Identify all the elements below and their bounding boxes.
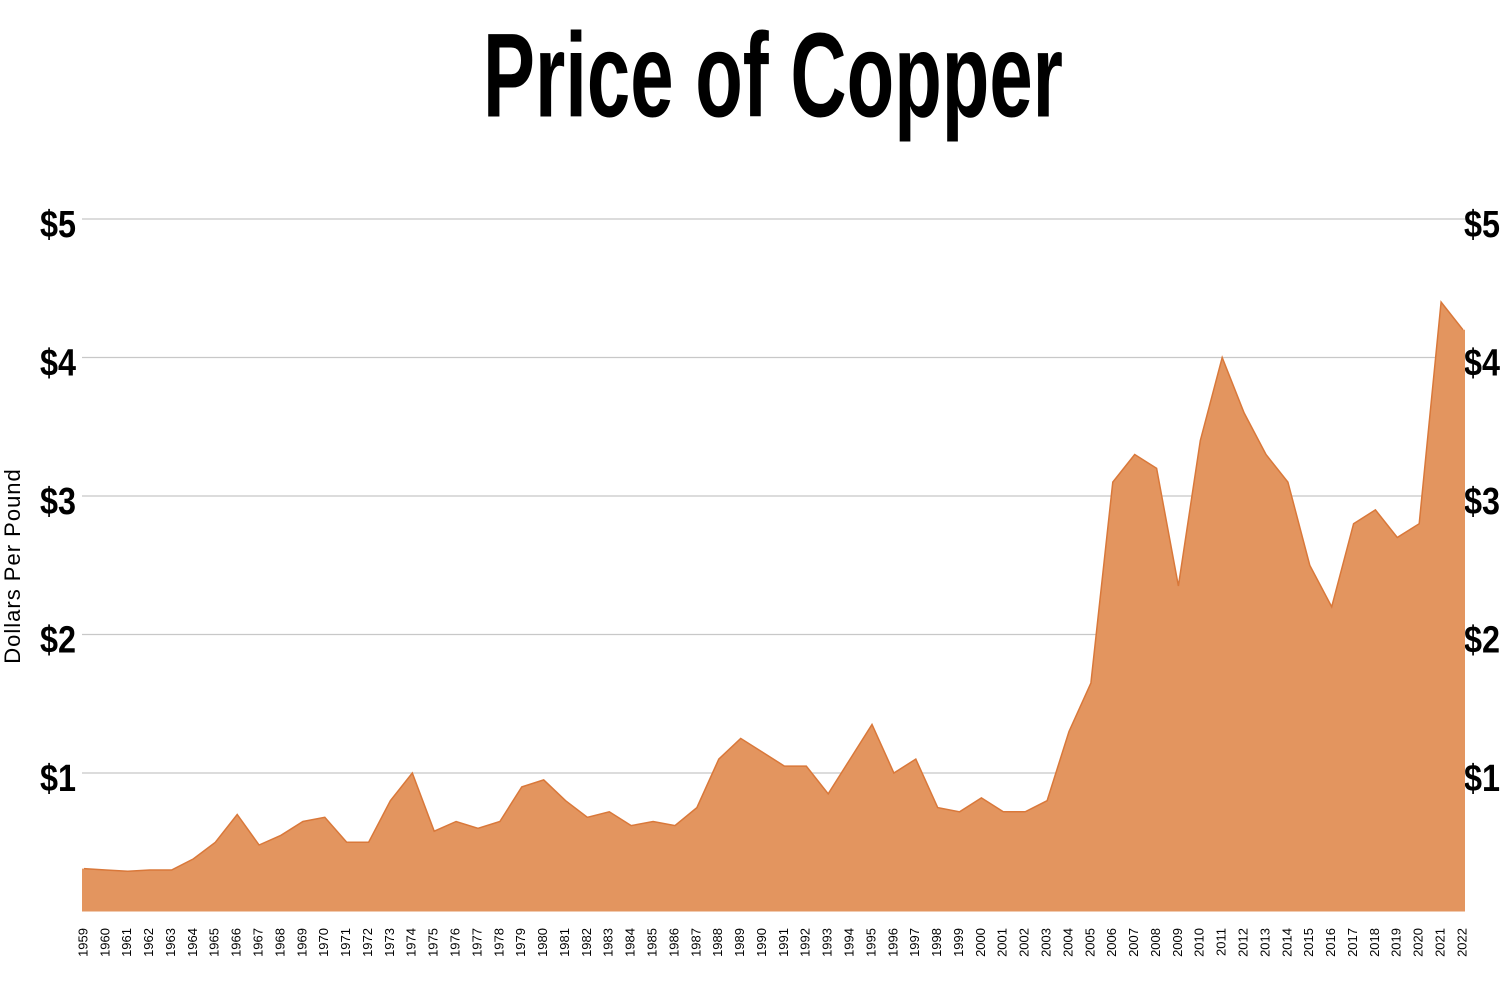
x-tick-label: 2008	[1148, 928, 1163, 957]
x-tick-label: 2001	[995, 928, 1010, 957]
x-tick-label: 2010	[1192, 928, 1207, 957]
x-tick-label: 1975	[426, 928, 441, 957]
x-tick-label: 1994	[842, 928, 857, 957]
y-axis-label: Dollars Per Pound	[0, 468, 25, 664]
area-line	[83, 300, 1464, 873]
x-tick-label: 1995	[863, 928, 878, 957]
y-tick-label: $1	[40, 758, 76, 800]
x-tick-label: 2004	[1060, 928, 1075, 957]
x-tick-label: 1987	[688, 928, 703, 957]
x-tick-label: 2018	[1367, 928, 1382, 957]
x-tick-label: 1977	[469, 928, 484, 957]
x-tick-label: 2021	[1433, 928, 1448, 957]
y-tick-label-right: $3	[1464, 481, 1500, 523]
x-tick-label: 2003	[1039, 928, 1054, 957]
x-tick-label: 2009	[1170, 928, 1185, 957]
x-tick-label: 1964	[185, 928, 200, 957]
x-tick-label: 1986	[666, 928, 681, 957]
x-tick-label: 1980	[535, 928, 550, 957]
x-tick-label: 1971	[338, 928, 353, 957]
y-tick-label: $5	[40, 204, 76, 246]
x-tick-label: 2011	[1214, 928, 1229, 956]
y-tick-label-right: $2	[1464, 620, 1500, 662]
y-tick-label-right: $1	[1464, 758, 1500, 800]
x-tick-label: 2015	[1301, 928, 1316, 957]
x-tick-label: 2000	[973, 928, 988, 957]
x-tick-label: 1978	[491, 928, 506, 957]
x-tick-label: 2020	[1411, 928, 1426, 957]
x-tick-label: 1981	[557, 928, 572, 957]
x-tick-label: 1976	[448, 928, 463, 957]
y-tick-label-right: $4	[1464, 343, 1500, 385]
x-tick-label: 1969	[294, 928, 309, 957]
y-tick-label: $2	[40, 620, 76, 662]
x-tick-label: 1959	[75, 928, 90, 957]
x-tick-label: 1985	[645, 928, 660, 957]
x-tick-label: 2013	[1257, 928, 1272, 957]
x-tick-label: 1996	[885, 928, 900, 957]
x-tick-label: 2017	[1345, 928, 1360, 957]
x-tick-label: 2002	[1017, 928, 1032, 957]
x-tick-label: 1983	[601, 928, 616, 957]
x-tick-label: 2022	[1454, 928, 1469, 957]
x-tick-label: 2007	[1126, 928, 1141, 957]
x-tick-label: 1960	[97, 928, 112, 957]
x-tick-label: 1979	[513, 928, 528, 957]
x-tick-label: 1989	[732, 928, 747, 957]
x-tick-label: 1990	[754, 928, 769, 957]
x-tick-label: 2012	[1236, 928, 1251, 957]
x-tick-label: 1992	[798, 928, 813, 957]
y-tick-label-right: $5	[1464, 204, 1500, 246]
x-tick-label: 1963	[163, 928, 178, 957]
x-tick-label: 1999	[951, 928, 966, 957]
x-tick-label: 1965	[207, 928, 222, 957]
x-tick-label: 1988	[710, 928, 725, 957]
x-tick-label: 1982	[579, 928, 594, 957]
x-tick-label: 1972	[360, 928, 375, 957]
x-tick-label: 1997	[907, 928, 922, 957]
x-tick-label: 2014	[1279, 928, 1294, 957]
x-tick-label: 2005	[1082, 928, 1097, 957]
x-tick-label: 1961	[119, 928, 134, 957]
x-tick-label: 1967	[251, 928, 266, 957]
x-tick-label: 1966	[229, 928, 244, 957]
y-tick-label: $3	[40, 481, 76, 523]
x-tick-label: 2019	[1389, 928, 1404, 957]
x-tick-label: 1973	[382, 928, 397, 957]
x-tick-label: 1984	[623, 928, 638, 957]
x-tick-label: 2006	[1104, 928, 1119, 957]
x-tick-label: 1962	[141, 928, 156, 957]
x-tick-label: 1991	[776, 928, 791, 957]
x-tick-label: 1968	[272, 928, 287, 957]
x-tick-label: 1974	[404, 928, 419, 957]
x-tick-label: 1993	[820, 928, 835, 957]
x-tick-label: 1970	[316, 928, 331, 957]
x-tick-label: 2016	[1323, 928, 1338, 957]
chart-title: Price of Copper	[483, 9, 1063, 143]
x-tick-label: 1998	[929, 928, 944, 957]
area-fill	[82, 302, 1465, 912]
y-tick-label: $4	[40, 343, 76, 385]
